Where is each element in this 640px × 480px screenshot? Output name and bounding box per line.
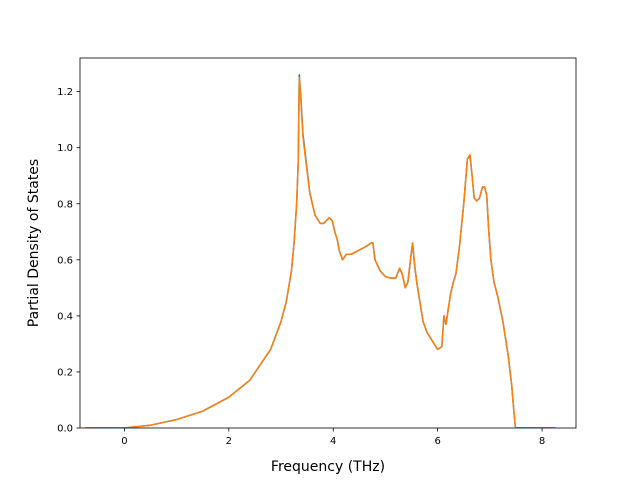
- x-tick-label: 8: [539, 436, 545, 447]
- y-tick-label: 0.8: [57, 199, 73, 210]
- x-tick-label: 2: [226, 436, 232, 447]
- y-tick-label: 0.2: [57, 367, 73, 378]
- axes-frame: [79, 57, 577, 429]
- series-layer: [85, 74, 556, 428]
- y-tick-label: 0.4: [57, 311, 73, 322]
- x-axis-label: Frequency (THz): [271, 459, 385, 475]
- y-tick-label: 1.2: [57, 87, 73, 98]
- y-tick-label: 1.0: [57, 143, 73, 154]
- x-tick-label: 6: [434, 436, 440, 447]
- y-tick-label: 0.0: [57, 424, 73, 435]
- y-tick-label: 0.6: [57, 255, 73, 266]
- x-axis-ticks: 0 2 4 6 8: [121, 428, 545, 447]
- x-tick-label: 0: [121, 436, 127, 447]
- y-axis-label: Partial Density of States: [26, 159, 42, 327]
- y-axis-ticks: 0.0 0.2 0.4 0.6 0.8 1.0 1.2: [57, 87, 80, 435]
- series-line-2: [85, 76, 556, 428]
- x-tick-label: 4: [330, 436, 336, 447]
